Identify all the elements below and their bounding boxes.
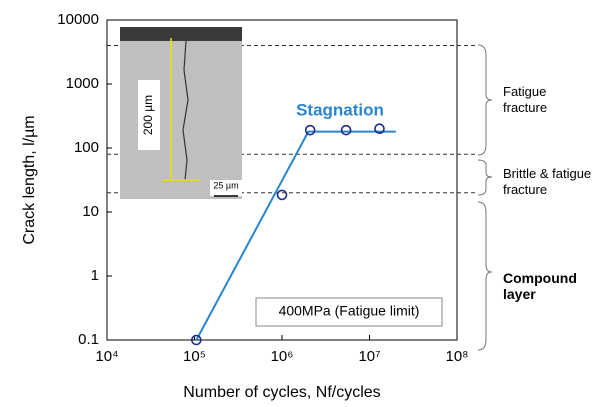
inset-micrograph: 200 µm 25 µm (120, 27, 242, 199)
x-tick-label: 10⁸ (445, 348, 468, 365)
region-label: Compound layer (503, 270, 573, 302)
inset-depth-label: 200 µm (141, 95, 155, 135)
y-tick-label: 100 (74, 139, 99, 156)
inset-scale-label: 25 µm (213, 180, 238, 190)
y-tick-label: 10000 (57, 11, 99, 28)
data-point (278, 190, 287, 199)
data-point (342, 126, 351, 135)
region-bracket (478, 160, 492, 195)
region-bracket (478, 202, 492, 350)
stagnation-label: Stagnation (296, 100, 384, 119)
data-point (306, 126, 315, 135)
chart: 200 µm 25 µm 400MPa (Fatigue limit) Stag… (0, 0, 616, 407)
x-axis-label: Number of cycles, Nf/cycles (183, 384, 380, 401)
x-tick-label: 10⁵ (183, 348, 206, 365)
condition-label: 400MPa (Fatigue limit) (279, 303, 420, 319)
y-tick-label: 1000 (66, 75, 99, 92)
y-tick-label: 10 (82, 203, 99, 220)
region-bracket (478, 45, 492, 155)
page: 200 µm 25 µm 400MPa (Fatigue limit) Stag… (0, 0, 616, 407)
inset-surface (120, 27, 242, 41)
x-tick-label: 10⁷ (358, 348, 380, 365)
x-tick-label: 10⁴ (95, 348, 118, 365)
y-tick-label: 0.1 (78, 331, 99, 348)
region-label: Fatigue fracture (503, 84, 573, 116)
y-axis-label: Crack length, l/µm (21, 115, 38, 244)
region-label: Brittle & fatigue fracture (503, 166, 613, 198)
y-tick-label: 1 (91, 267, 99, 284)
x-tick-label: 10⁶ (271, 348, 294, 365)
